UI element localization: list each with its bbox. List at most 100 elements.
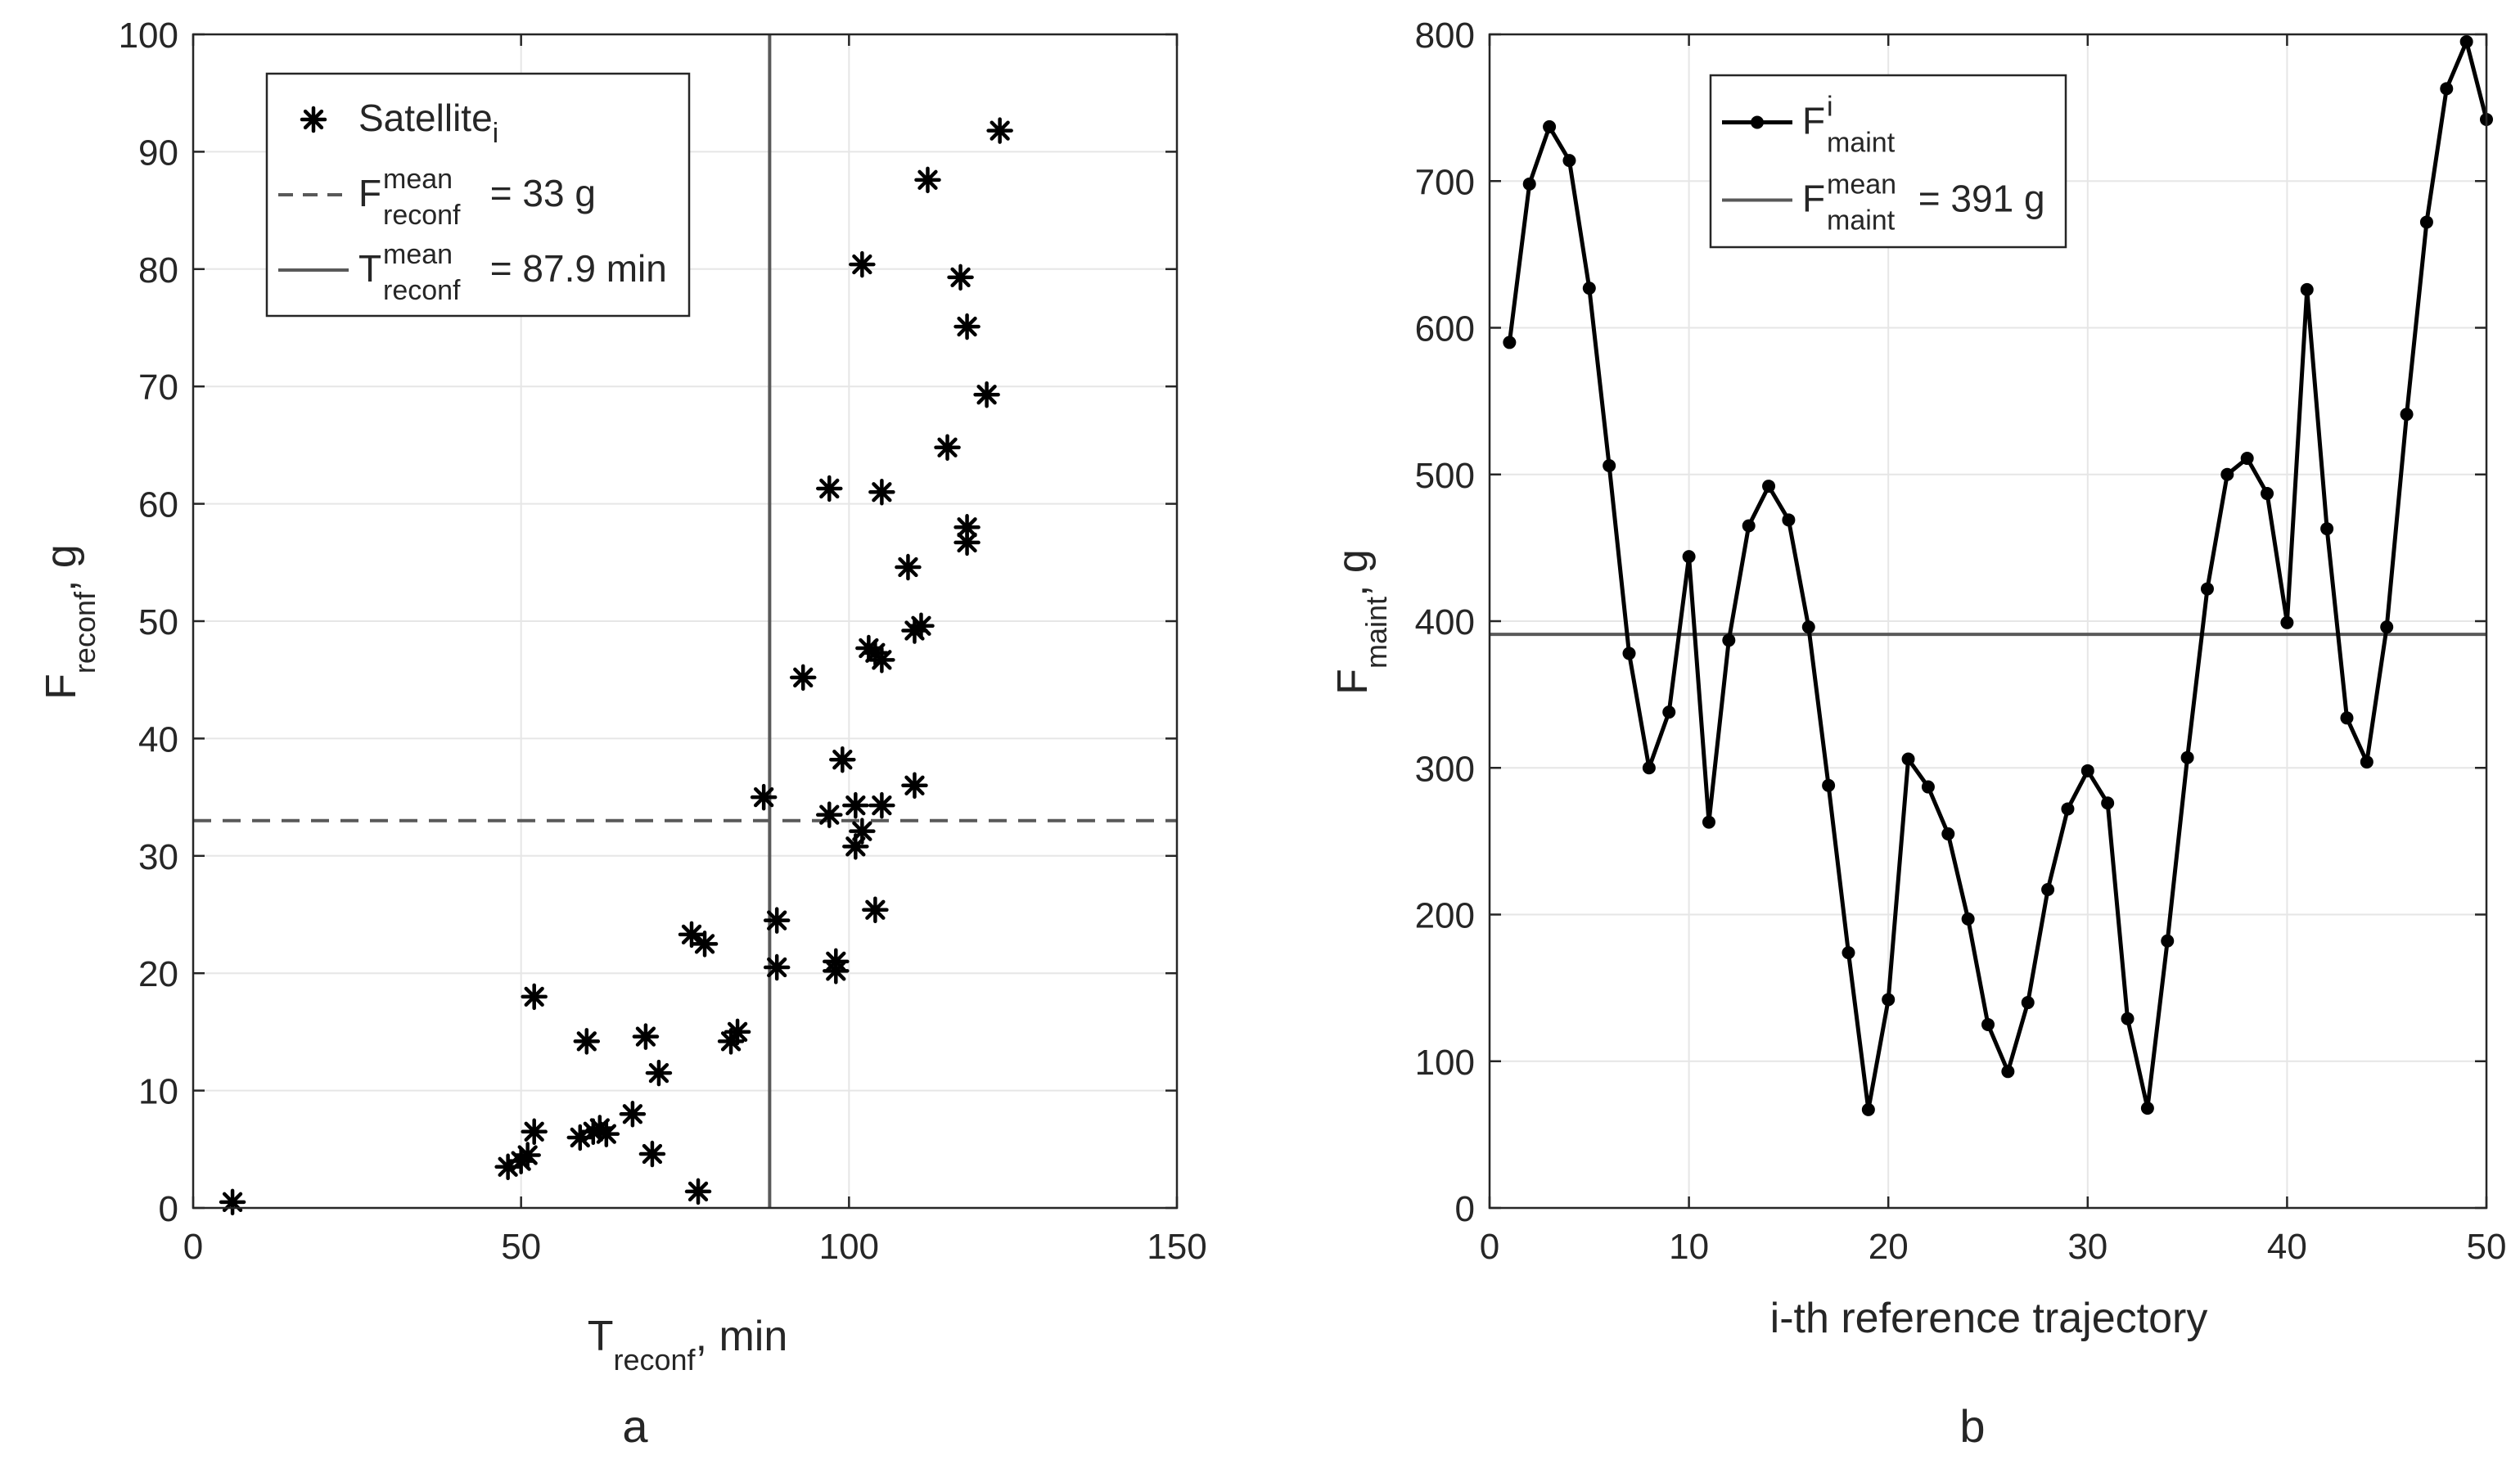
data-point xyxy=(2380,620,2394,634)
asterisk-stroke xyxy=(793,667,814,687)
data-point xyxy=(1961,912,1975,926)
asterisk-stroke xyxy=(898,557,918,578)
y-tick-label: 200 xyxy=(1415,896,1475,936)
data-point xyxy=(763,953,791,981)
y-tick-label: 20 xyxy=(138,954,178,994)
data-point xyxy=(514,1142,541,1169)
y-tick-label: 60 xyxy=(138,485,178,525)
y-tick-label: 600 xyxy=(1415,309,1475,349)
legend-superscript: mean xyxy=(1827,169,1896,201)
data-point xyxy=(750,783,778,811)
x-tick-label: 10 xyxy=(1669,1227,1709,1267)
y-tick-label: 800 xyxy=(1415,16,1475,56)
y-axis-label-text: Freconf, g xyxy=(38,544,101,700)
y-label-subscript: reconf xyxy=(68,591,101,674)
data-point xyxy=(2080,764,2094,777)
asterisk-stroke xyxy=(950,267,971,287)
asterisk-stroke xyxy=(754,786,774,808)
data-point xyxy=(868,479,895,506)
data-point xyxy=(763,907,791,934)
asterisk-stroke xyxy=(819,804,840,825)
y-label-subscript: maint xyxy=(1359,597,1393,669)
asterisk-stroke xyxy=(727,1021,748,1043)
y-axis-label-text: Fmaint, g xyxy=(1329,549,1393,695)
legend-main: F xyxy=(358,172,381,214)
asterisk-stroke xyxy=(852,821,872,841)
panel-label: b xyxy=(1959,1400,1985,1452)
data-point xyxy=(1921,780,1935,794)
data-point xyxy=(953,313,981,340)
data-point xyxy=(789,664,817,692)
data-point xyxy=(2240,452,2254,466)
data-point xyxy=(1782,513,1796,527)
data-point xyxy=(901,772,928,800)
data-point xyxy=(868,647,895,674)
asterisk-stroke xyxy=(865,899,886,920)
data-point xyxy=(842,791,869,819)
data-point xyxy=(619,1101,647,1128)
data-point xyxy=(1543,119,1557,133)
data-point xyxy=(684,1178,712,1205)
y-tick-label: 300 xyxy=(1415,749,1475,789)
x-axis-label: i-th reference trajectory xyxy=(1770,1295,2208,1342)
asterisk-stroke xyxy=(957,316,977,337)
data-point xyxy=(1562,154,1576,168)
asterisk-stroke xyxy=(872,482,892,502)
data-point xyxy=(934,434,961,462)
y-axis-label: Freconf, g xyxy=(38,544,101,700)
asterisk-stroke xyxy=(524,1121,544,1142)
data-point xyxy=(2360,755,2373,769)
y-tick-label: 70 xyxy=(138,367,178,408)
asterisk-stroke xyxy=(517,1145,538,1165)
asterisk-stroke xyxy=(852,254,872,275)
y-tick-label: 500 xyxy=(1415,456,1475,496)
data-point xyxy=(816,801,843,828)
data-point xyxy=(2261,487,2274,501)
x-tick-label: 150 xyxy=(1147,1227,1206,1267)
data-point xyxy=(521,1118,548,1146)
legend-entry-text: Fmean maint = 391 g xyxy=(1802,169,2045,237)
asterisk-stroke xyxy=(957,532,977,553)
x-tick-label: 30 xyxy=(2067,1227,2108,1267)
legend-superscript: mean xyxy=(383,164,453,195)
legend-subscript: reconf xyxy=(383,200,461,231)
asterisk-stroke xyxy=(904,775,925,795)
data-point xyxy=(849,818,876,845)
data-point xyxy=(573,1028,601,1055)
legend-entry-text: Satellitei xyxy=(358,97,498,149)
data-point xyxy=(2161,934,2175,948)
panel-label: a xyxy=(622,1400,648,1452)
x-label-main: i-th reference trajectory xyxy=(1770,1295,2208,1342)
x-tick-label: 0 xyxy=(183,1227,203,1267)
y-tick-label: 400 xyxy=(1415,602,1475,642)
data-point xyxy=(868,791,895,819)
data-point xyxy=(593,1120,620,1147)
data-point xyxy=(691,931,719,958)
y-tick-label: 50 xyxy=(138,602,178,642)
data-point xyxy=(2140,1102,2154,1115)
data-point xyxy=(1503,336,1517,349)
data-point xyxy=(1861,1102,1875,1116)
data-point xyxy=(816,475,843,502)
y-tick-label: 100 xyxy=(1415,1043,1475,1083)
data-point xyxy=(1801,620,1815,634)
data-point xyxy=(2101,796,2115,810)
data-point xyxy=(1822,778,1836,792)
data-point xyxy=(849,250,876,278)
scatter-points xyxy=(219,117,1013,1216)
asterisk-stroke xyxy=(635,1026,656,1047)
data-point xyxy=(973,381,1000,408)
data-point xyxy=(1642,761,1656,775)
data-point xyxy=(2200,582,2214,596)
legend-subscript: maint xyxy=(1827,128,1896,159)
data-point xyxy=(947,264,974,291)
asterisk-stroke xyxy=(990,120,1010,141)
asterisk-stroke xyxy=(303,109,324,130)
y-tick-label: 0 xyxy=(159,1189,178,1229)
data-point xyxy=(1882,993,1896,1007)
data-point xyxy=(2001,1065,2015,1079)
data-point xyxy=(219,1188,246,1216)
